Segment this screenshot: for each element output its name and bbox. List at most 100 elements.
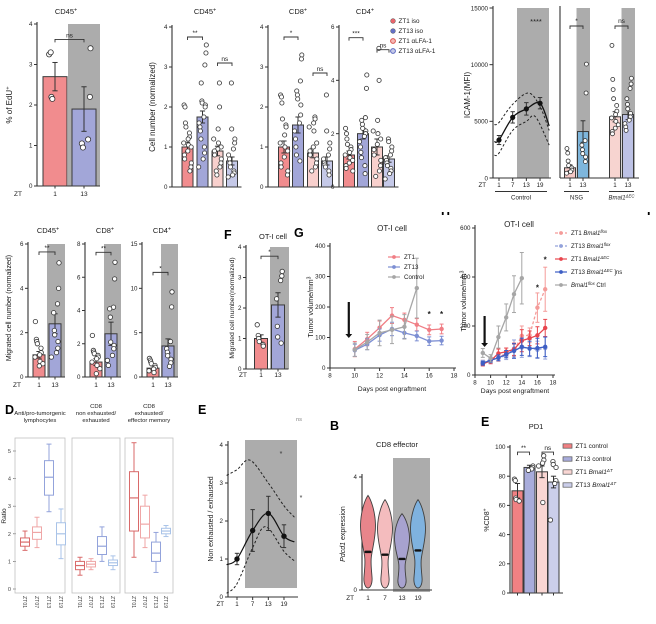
svg-text:2: 2 [29, 102, 33, 109]
panel-edu: 0 1 2 3 4 ns CD45+ % of EdU+ 1 13 ZT [5, 7, 100, 198]
violin [394, 513, 410, 589]
svg-text:5000: 5000 [474, 119, 488, 126]
svg-text:Bmal1flox Ctrl: Bmal1flox Ctrl [571, 281, 606, 289]
svg-text:5: 5 [134, 330, 138, 337]
svg-text:0: 0 [238, 366, 242, 373]
box [151, 541, 161, 562]
svg-text:ns: ns [544, 445, 552, 452]
svg-text:600: 600 [460, 225, 471, 232]
panel-cn_cd45: 0 1 2 3 4 ** ns CD45+ Cell number (normalized) [148, 7, 242, 191]
svg-text:7: 7 [511, 182, 515, 189]
data-points [277, 92, 291, 178]
svg-text:10: 10 [351, 373, 358, 380]
svg-text:Pdcd1 expression: Pdcd1 expression [340, 506, 347, 562]
svg-text:*: * [159, 265, 162, 272]
svg-text:OT-I cell: OT-I cell [259, 232, 287, 241]
svg-text:CD8: CD8 [90, 404, 103, 410]
svg-text:ZT01: ZT01 [21, 596, 27, 608]
svg-text:0: 0 [8, 587, 11, 593]
panel-letter-D: D [5, 403, 14, 417]
svg-text:effector memory: effector memory [128, 418, 171, 424]
svg-text:Control: Control [404, 274, 424, 281]
svg-text:1: 1 [29, 143, 33, 150]
svg-text:3: 3 [164, 64, 168, 71]
svg-text:0: 0 [331, 184, 335, 191]
svg-text:Days post engraftment: Days post engraftment [358, 386, 426, 393]
svg-text:0: 0 [220, 594, 224, 601]
svg-text:OT-I cell: OT-I cell [377, 224, 407, 233]
svg-text:13: 13 [107, 382, 115, 389]
svg-text:ZT: ZT [216, 601, 224, 608]
svg-text:1: 1 [366, 595, 370, 602]
svg-text:80: 80 [499, 473, 506, 480]
svg-text:13: 13 [164, 382, 172, 389]
panel-letter-E: E [481, 415, 489, 429]
svg-text:4: 4 [260, 24, 264, 31]
svg-text:13: 13 [523, 182, 530, 189]
svg-text:2: 2 [8, 532, 11, 538]
legend: ZT1 control ZT13 control ZT1 Bmal1ΔT ZT13 B… [562, 443, 617, 489]
svg-text:ZT1 Bmal1ΔEC: ZT1 Bmal1ΔEC [571, 255, 610, 263]
data-points [78, 45, 94, 151]
svg-text:3: 3 [8, 504, 11, 510]
data-points [321, 92, 333, 178]
svg-text:CD4+: CD4+ [153, 226, 171, 235]
svg-text:60: 60 [499, 503, 506, 510]
svg-text:ZT19: ZT19 [162, 596, 168, 608]
svg-text:14: 14 [518, 380, 525, 387]
svg-text:ZT13 Bmal1flox: ZT13 Bmal1flox [571, 242, 611, 250]
svg-text:*: * [280, 451, 283, 458]
svg-text:OT-I cell: OT-I cell [504, 220, 534, 229]
violin [360, 494, 376, 589]
svg-text:2: 2 [77, 341, 81, 348]
bar [523, 466, 536, 594]
svg-text:2: 2 [164, 104, 168, 111]
data-points [382, 136, 395, 182]
svg-text:13: 13 [274, 372, 282, 379]
svg-text:*: * [544, 255, 548, 264]
panel-oti_tumor2: 0 200 400 600 8 10 12 14 16 18 * * OT-I cell Tumor vo… [460, 220, 623, 395]
svg-text:0: 0 [134, 374, 138, 381]
svg-text:15000: 15000 [471, 5, 489, 12]
svg-text:100: 100 [315, 335, 326, 342]
svg-text:1: 1 [238, 336, 242, 343]
svg-text:7: 7 [251, 601, 255, 608]
svg-text:*: * [300, 495, 303, 502]
svg-text:ZT01: ZT01 [76, 596, 82, 608]
svg-text:*: * [440, 310, 444, 319]
svg-text:Control: Control [511, 195, 531, 202]
svg-text:1: 1 [94, 382, 98, 389]
svg-text:*: * [536, 283, 540, 292]
svg-text:ZT13: ZT13 [98, 596, 104, 608]
legend-dot [390, 28, 396, 34]
svg-text:16: 16 [426, 373, 433, 380]
svg-text:Anti/pro-tumorgenic: Anti/pro-tumorgenic [14, 411, 65, 417]
svg-text:PD1: PD1 [529, 422, 544, 431]
svg-text:13: 13 [398, 595, 406, 602]
box [32, 526, 42, 540]
svg-text:20: 20 [499, 561, 506, 568]
data-points [254, 322, 266, 349]
svg-text:1: 1 [568, 182, 572, 189]
panel-mig_cd4: 0 5 10 15 * CD4+ 1 13 [131, 226, 178, 389]
svg-text:14: 14 [401, 373, 408, 380]
svg-text:3: 3 [238, 275, 242, 282]
svg-text:1: 1 [37, 382, 41, 389]
svg-text:CD8 effector: CD8 effector [376, 440, 418, 449]
svg-text:3: 3 [220, 480, 224, 487]
svg-text:7: 7 [383, 595, 387, 602]
svg-text:exhausted: exhausted [82, 418, 109, 424]
data-points [511, 476, 522, 504]
svg-text:CD8+: CD8+ [96, 226, 114, 235]
svg-text:ZT01: ZT01 [130, 596, 136, 608]
svg-text:CD45+: CD45+ [55, 7, 77, 16]
svg-text:ZT13: ZT13 [45, 596, 51, 608]
svg-text:3: 3 [29, 62, 33, 69]
series-line [354, 314, 442, 350]
svg-text:0: 0 [322, 365, 326, 372]
panel-letter-B: B [330, 419, 339, 433]
svg-text:ZT13: ZT13 [152, 596, 158, 608]
data-points [342, 125, 356, 174]
svg-text:13: 13 [80, 191, 88, 198]
